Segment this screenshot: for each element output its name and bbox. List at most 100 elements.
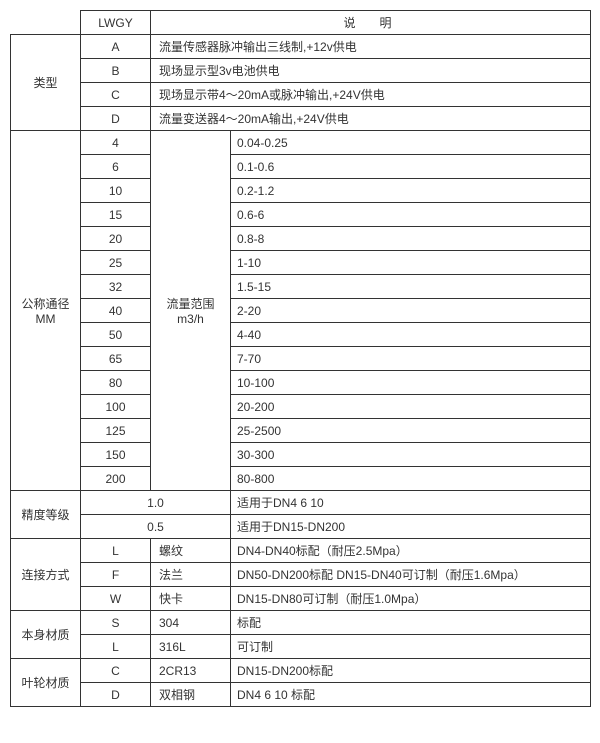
dn-range-label: 流量范围 m3/h — [151, 131, 231, 491]
impeller-row: 叶轮材质 C 2CR13 DN15-DN200标配 — [11, 659, 591, 683]
dn-row: 200 80-800 — [11, 467, 591, 491]
dn-range: 1-10 — [231, 251, 591, 275]
conn-desc: DN4-DN40标配（耐压2.5Mpa） — [231, 539, 591, 563]
conn-code: L — [81, 539, 151, 563]
conn-label: 连接方式 — [11, 539, 81, 611]
dn-row: 100.2-1.2 — [11, 179, 591, 203]
dn-size: 6 — [81, 155, 151, 179]
dn-row: 100 20-200 — [11, 395, 591, 419]
type-row: C 现场显示带4～20mA或脉冲输出,+24V供电 — [11, 83, 591, 107]
impeller-row: D 双相钢 DN4 6 10 标配 — [11, 683, 591, 707]
dn-size: 32 — [81, 275, 151, 299]
desc-header: 说明 — [151, 11, 591, 35]
conn-desc: DN15-DN80可订制（耐压1.0Mpa） — [231, 587, 591, 611]
dn-range: 0.6-6 — [231, 203, 591, 227]
conn-row: W 快卡 DN15-DN80可订制（耐压1.0Mpa） — [11, 587, 591, 611]
body-label: 本身材质 — [11, 611, 81, 659]
type-desc: 现场显示带4～20mA或脉冲输出,+24V供电 — [151, 83, 591, 107]
type-desc: 流量变送器4～20mA输出,+24V供电 — [151, 107, 591, 131]
dn-size: 80 — [81, 371, 151, 395]
dn-row: 150 30-300 — [11, 443, 591, 467]
dn-size: 65 — [81, 347, 151, 371]
body-name: 304 — [151, 611, 231, 635]
type-row: B 现场显示型3v电池供电 — [11, 59, 591, 83]
type-code: C — [81, 83, 151, 107]
dn-row: 50 4-40 — [11, 323, 591, 347]
type-label: 类型 — [11, 35, 81, 131]
dn-size: 150 — [81, 443, 151, 467]
accuracy-val: 1.0 — [81, 491, 231, 515]
dn-row: 40 2-20 — [11, 299, 591, 323]
dn-row: 15 0.6-6 — [11, 203, 591, 227]
dn-row: 25 1-10 — [11, 251, 591, 275]
dn-range: 2-20 — [231, 299, 591, 323]
dn-size: 25 — [81, 251, 151, 275]
spec-table: LWGY 说明 类型 A 流量传感器脉冲输出三线制,+12v供电 B 现场显示型… — [10, 10, 591, 707]
accuracy-desc: 适用于DN15-DN200 — [231, 515, 591, 539]
conn-desc: DN50-DN200标配 DN15-DN40可订制（耐压1.6Mpa） — [231, 563, 591, 587]
dn-range: 30-300 — [231, 443, 591, 467]
type-row: D 流量变送器4～20mA输出,+24V供电 — [11, 107, 591, 131]
lwgy-cell: LWGY — [81, 11, 151, 35]
dn-size: 200 — [81, 467, 151, 491]
type-code: B — [81, 59, 151, 83]
dn-label: 公称通径 MM — [11, 131, 81, 491]
dn-row: 20 0.8-8 — [11, 227, 591, 251]
type-code: A — [81, 35, 151, 59]
impeller-code: D — [81, 683, 151, 707]
dn-range: 20-200 — [231, 395, 591, 419]
dn-size: 40 — [81, 299, 151, 323]
dn-row: 公称通径 MM 4 流量范围 m3/h 0.04-0.25 — [11, 131, 591, 155]
dn-range: 25-2500 — [231, 419, 591, 443]
type-desc: 流量传感器脉冲输出三线制,+12v供电 — [151, 35, 591, 59]
dn-range: 80-800 — [231, 467, 591, 491]
dn-range: 7-70 — [231, 347, 591, 371]
body-desc: 可订制 — [231, 635, 591, 659]
conn-row: F 法兰 DN50-DN200标配 DN15-DN40可订制（耐压1.6Mpa） — [11, 563, 591, 587]
conn-code: W — [81, 587, 151, 611]
dn-size: 50 — [81, 323, 151, 347]
conn-row: 连接方式 L 螺纹 DN4-DN40标配（耐压2.5Mpa） — [11, 539, 591, 563]
dn-range: 4-40 — [231, 323, 591, 347]
dn-size: 4 — [81, 131, 151, 155]
type-row: 类型 A 流量传感器脉冲输出三线制,+12v供电 — [11, 35, 591, 59]
body-row: L 316L 可订制 — [11, 635, 591, 659]
dn-range: 10-100 — [231, 371, 591, 395]
impeller-code: C — [81, 659, 151, 683]
accuracy-row: 精度等级 1.0 适用于DN4 6 10 — [11, 491, 591, 515]
dn-size: 15 — [81, 203, 151, 227]
dn-range: 0.8-8 — [231, 227, 591, 251]
body-code: L — [81, 635, 151, 659]
impeller-label: 叶轮材质 — [11, 659, 81, 707]
dn-row: 80 10-100 — [11, 371, 591, 395]
impeller-desc: DN15-DN200标配 — [231, 659, 591, 683]
dn-range: 1.5-15 — [231, 275, 591, 299]
dn-size: 10 — [81, 179, 151, 203]
accuracy-desc: 适用于DN4 6 10 — [231, 491, 591, 515]
conn-name: 螺纹 — [151, 539, 231, 563]
dn-row: 6 0.1-0.6 — [11, 155, 591, 179]
body-desc: 标配 — [231, 611, 591, 635]
dn-row: 125 25-2500 — [11, 419, 591, 443]
dn-row: 32 1.5-15 — [11, 275, 591, 299]
impeller-name: 2CR13 — [151, 659, 231, 683]
body-code: S — [81, 611, 151, 635]
body-row: 本身材质 S 304 标配 — [11, 611, 591, 635]
header-row: LWGY 说明 — [11, 11, 591, 35]
dn-row: 65 7-70 — [11, 347, 591, 371]
dn-size: 125 — [81, 419, 151, 443]
dn-range: 0.1-0.6 — [231, 155, 591, 179]
accuracy-label: 精度等级 — [11, 491, 81, 539]
dn-range: 0.04-0.25 — [231, 131, 591, 155]
impeller-name: 双相钢 — [151, 683, 231, 707]
conn-code: F — [81, 563, 151, 587]
impeller-desc: DN4 6 10 标配 — [231, 683, 591, 707]
dn-size: 100 — [81, 395, 151, 419]
type-desc: 现场显示型3v电池供电 — [151, 59, 591, 83]
dn-size: 20 — [81, 227, 151, 251]
body-name: 316L — [151, 635, 231, 659]
accuracy-val: 0.5 — [81, 515, 231, 539]
accuracy-row: 0.5 适用于DN15-DN200 — [11, 515, 591, 539]
conn-name: 快卡 — [151, 587, 231, 611]
conn-name: 法兰 — [151, 563, 231, 587]
